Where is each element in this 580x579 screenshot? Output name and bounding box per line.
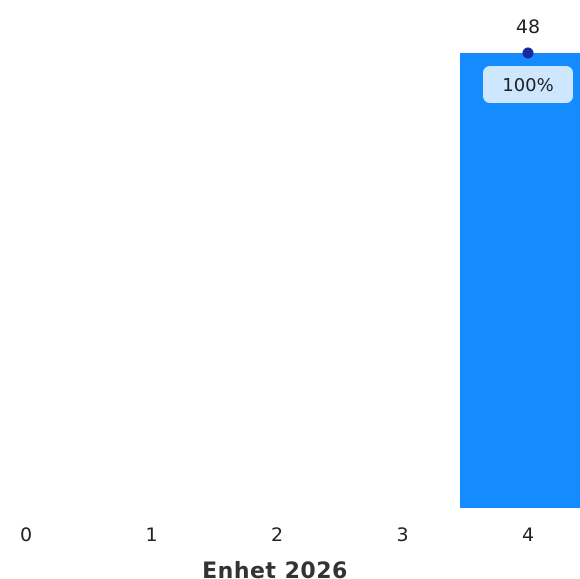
x-axis-ticks: 0 1 2 3 4	[20, 524, 534, 546]
percent-badge: 100%	[483, 66, 573, 103]
x-tick-label: 2	[271, 524, 283, 546]
markers-layer	[522, 47, 534, 59]
percent-badge-bg	[483, 66, 573, 103]
x-tick-label: 1	[145, 524, 157, 546]
bar	[460, 53, 580, 508]
x-axis-title: Enhet 2026	[202, 559, 348, 579]
x-tick-label: 4	[522, 524, 534, 546]
percent-label: 100%	[502, 75, 553, 96]
bar-value-label: 48	[516, 16, 540, 38]
x-tick-label: 0	[20, 524, 32, 546]
labels-layer: 48 100%	[483, 16, 573, 103]
value-marker	[522, 47, 534, 59]
bars-layer	[460, 53, 580, 508]
x-tick-label: 3	[396, 524, 408, 546]
